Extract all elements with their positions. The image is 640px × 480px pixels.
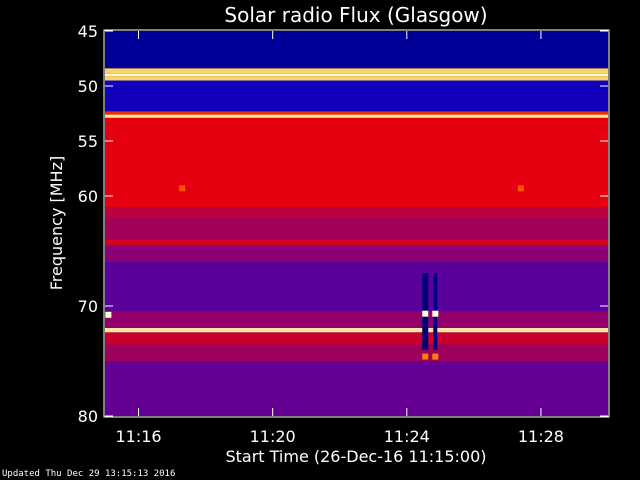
y-tick-label: 50 (78, 77, 98, 96)
y-axis-label: Frequency [MHz] (47, 156, 66, 290)
x-tick-label: 11:20 (250, 427, 296, 446)
hot-spot (105, 311, 112, 318)
hot-spot (432, 310, 439, 317)
y-tick-label: 45 (78, 22, 98, 41)
heatmap-band (105, 344, 608, 361)
hot-spot (422, 353, 429, 360)
heatmap-band (105, 240, 608, 246)
heatmap-band (105, 207, 608, 218)
heatmap-band (105, 311, 608, 328)
heatmap-band (105, 111, 608, 115)
hot-spot (422, 310, 429, 317)
hot-spot (517, 185, 524, 192)
heatmap-band (105, 332, 608, 345)
heatmap-area (105, 31, 608, 416)
heatmap-band (105, 31, 608, 69)
heatmap-band (105, 68, 608, 74)
heatmap-band (105, 361, 608, 416)
heatmap-band (105, 328, 608, 333)
y-tick-label: 70 (78, 297, 98, 316)
y-tick-label: 80 (78, 407, 98, 426)
plot-frame (103, 29, 610, 418)
heatmap-band (105, 114, 608, 118)
hot-spot (179, 185, 186, 192)
heatmap-band (105, 76, 608, 81)
x-tick-label: 11:24 (384, 427, 430, 446)
hot-spot (432, 353, 439, 360)
x-tick-label: 11:16 (115, 427, 161, 446)
heatmap-band (105, 262, 608, 312)
heatmap-band (105, 73, 608, 77)
chart-title: Solar radio Flux (Glasgow) (224, 3, 487, 27)
heatmap-band (105, 245, 608, 262)
heatmap-band (105, 218, 608, 240)
y-tick-label: 55 (78, 132, 98, 151)
y-axis: 45 50 55 60 70 80 (78, 22, 608, 426)
x-tick-label: 11:28 (518, 427, 564, 446)
x-axis: 11:16 11:20 11:24 11:28 (115, 31, 564, 446)
x-axis-label: Start Time (26-Dec-16 11:15:00) (225, 447, 486, 466)
update-timestamp: Updated Thu Dec 29 13:15:13 2016 (2, 469, 176, 479)
heatmap-band (105, 80, 608, 112)
y-tick-label: 60 (78, 187, 98, 206)
heatmap-band (105, 117, 608, 207)
